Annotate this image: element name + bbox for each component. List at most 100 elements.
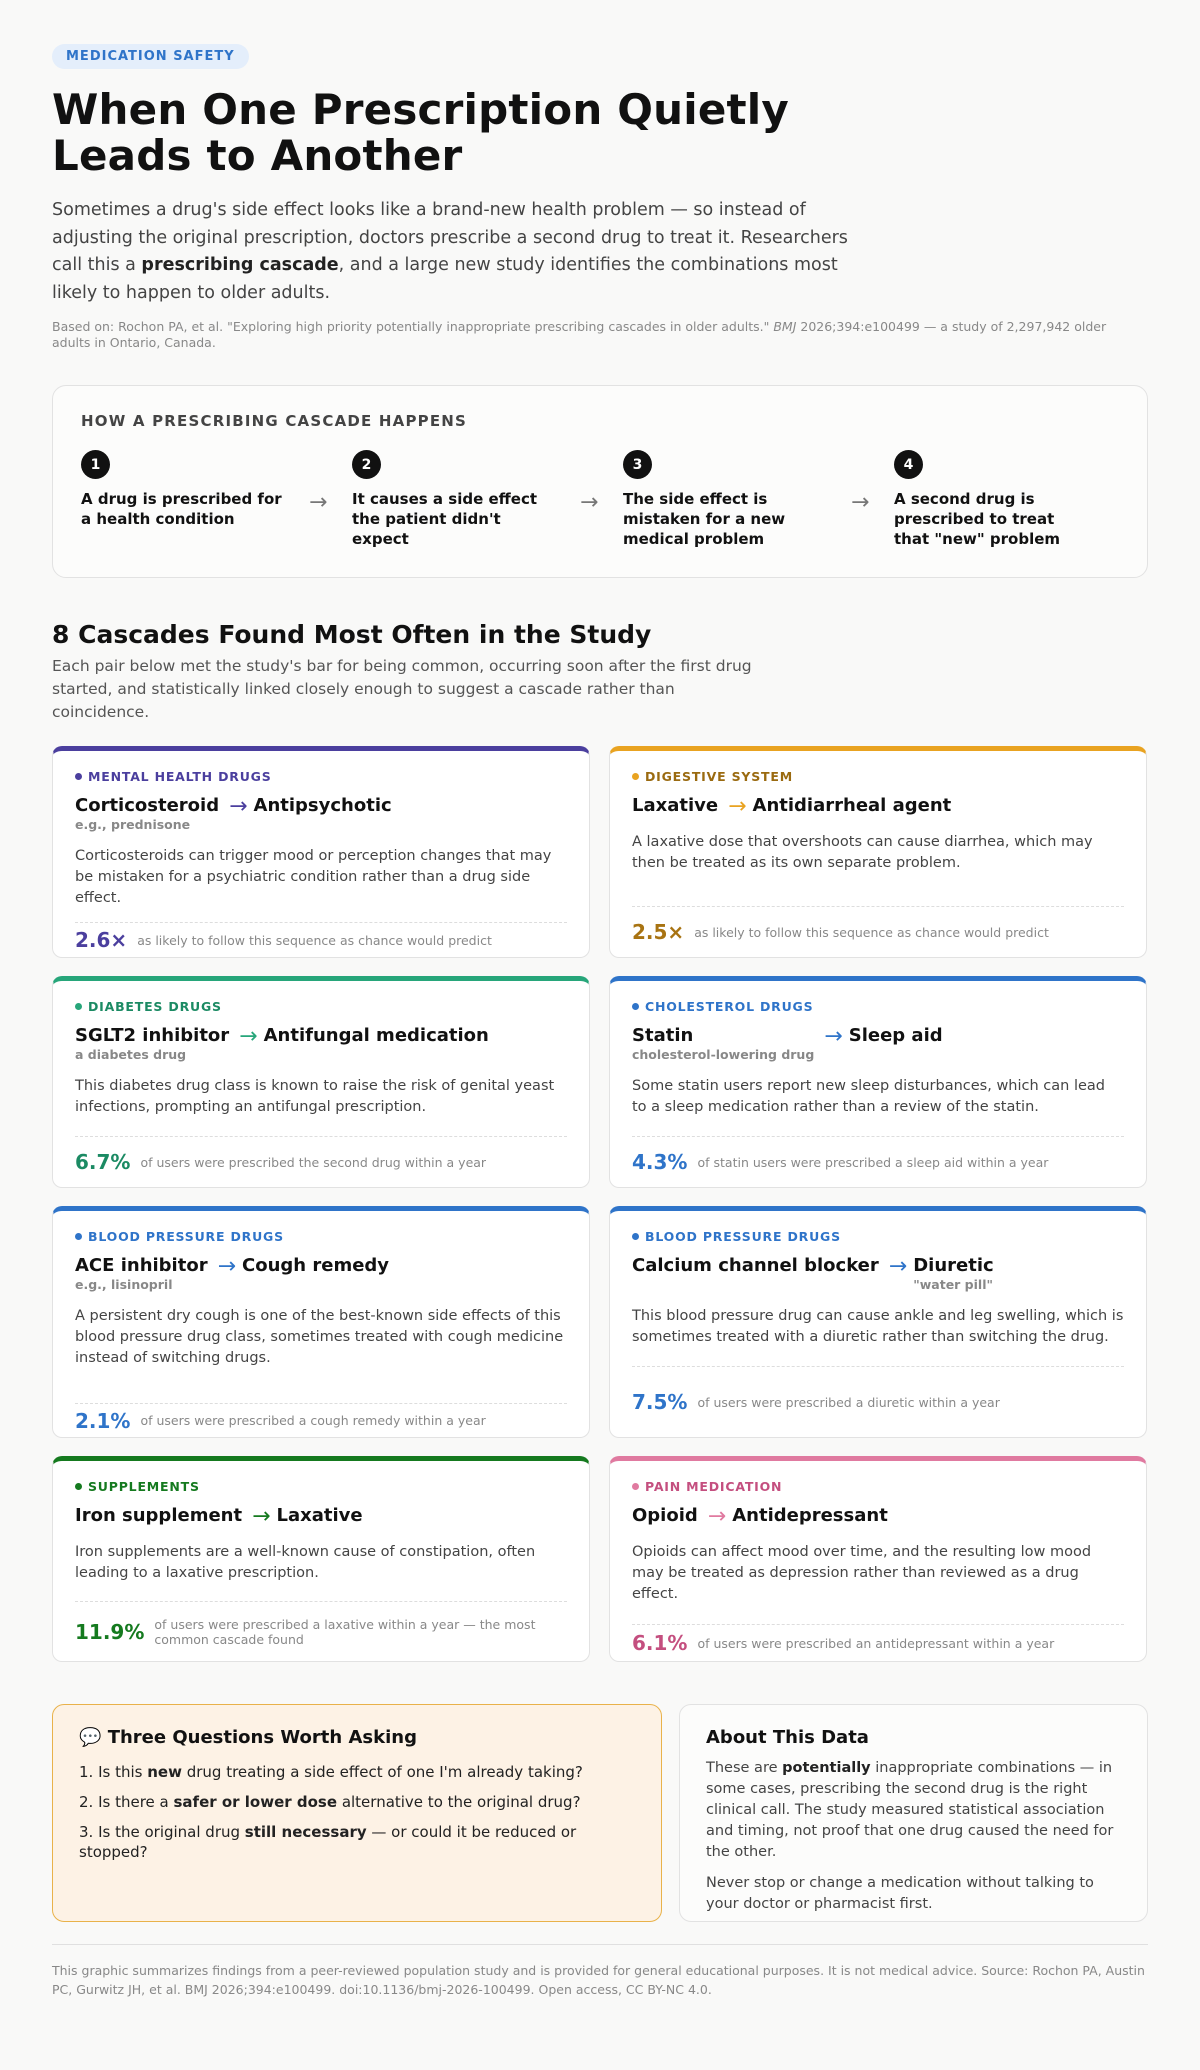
arrow-right-icon: → — [229, 794, 248, 819]
cascade-card: DIABETES DRUGS SGLT2 inhibitor a diabetes … — [52, 976, 590, 1188]
card-stat: 11.9% of users were prescribed a laxative… — [75, 1601, 567, 1661]
card-description: This diabetes drug class is known to rai… — [75, 1078, 555, 1115]
second-drug-name: Antidiarrheal agent — [752, 795, 952, 816]
first-drug: Laxative — [632, 796, 718, 816]
stat-value: 2.5× — [632, 920, 685, 944]
intro-paragraph: Sometimes a drug's side effect looks lik… — [52, 197, 852, 307]
first-drug: Statin cholesterol-lowering drug — [632, 1025, 815, 1063]
stat-description: of users were prescribed a laxative with… — [154, 1616, 536, 1647]
first-drug-name: Opioid — [632, 1505, 698, 1526]
category-dot-icon — [632, 1483, 639, 1490]
category-dot-icon — [75, 1483, 82, 1490]
first-drug: Iron supplement — [75, 1506, 242, 1526]
card-stat: 2.5× as likely to follow this sequence as… — [632, 906, 1124, 957]
question-emphasis: safer or lower dose — [173, 1793, 338, 1811]
stat-value: 2.6× — [75, 928, 128, 952]
first-drug-note: cholesterol-lowering drug — [632, 1047, 815, 1062]
page-title: When One Prescription Quietly Leads to A… — [52, 85, 789, 180]
step-text: It causes a side effect the patient didn… — [352, 490, 538, 548]
stat-value: 6.7% — [75, 1150, 131, 1174]
first-drug: Opioid — [632, 1506, 698, 1526]
category-dot-icon — [632, 1003, 639, 1010]
second-drug-name: Laxative — [276, 1505, 363, 1526]
drug-pair: Statin cholesterol-lowering drug → Sleep ai… — [632, 1025, 1124, 1063]
stat-description: of users were prescribed a diuretic with… — [697, 1394, 1000, 1410]
second-drug-name: Antifungal medication — [263, 1025, 489, 1046]
section-subtitle: Each pair below met the study's bar for … — [52, 657, 752, 721]
second-drug: Laxative — [277, 1506, 363, 1526]
step-text: A drug is prescribed for a health condit… — [81, 490, 282, 528]
card-description: A persistent dry cough is one of the bes… — [75, 1308, 564, 1366]
source-text-2: 2026;394:e100499 — a study of 2,297,942 … — [52, 319, 1107, 350]
card-stat: 6.1% of users were prescribed an antidepr… — [632, 1624, 1124, 1661]
cascade-card: SUPPLEMENTS Iron supplement → Laxative Iron … — [52, 1456, 590, 1662]
card-category: DIABETES DRUGS — [75, 999, 567, 1014]
stat-description: of users were prescribed the second drug… — [140, 1154, 487, 1170]
question-item: 3. Is the original drug still necessary … — [79, 1822, 635, 1862]
step-1: 1 A drug is prescribed for a health cond… — [81, 450, 291, 529]
card-category: CHOLESTEROL DRUGS — [632, 999, 1124, 1014]
drug-pair: Iron supplement → Laxative — [75, 1506, 567, 1528]
card-stat: 2.6× as likely to follow this sequence as… — [75, 922, 567, 957]
second-drug: Antipsychotic — [254, 796, 392, 816]
step-number: 2 — [352, 450, 381, 479]
stat-value: 2.1% — [75, 1408, 131, 1433]
cascade-card: BLOOD PRESSURE DRUGS ACE inhibitor e.g., l… — [52, 1206, 590, 1438]
drug-pair: Calcium channel blocker → Diuretic "water p… — [632, 1254, 1124, 1293]
category-dot-icon — [632, 773, 639, 780]
drug-pair: Laxative → Antidiarrheal agent — [632, 796, 1124, 818]
source-journal: BMJ — [773, 319, 797, 334]
category-dot-icon — [632, 1233, 639, 1240]
cascade-card: PAIN MEDICATION Opioid → Antidepressant Opio… — [609, 1456, 1147, 1662]
first-drug-name: Statin — [632, 1025, 694, 1046]
first-drug: Calcium channel blocker — [632, 1256, 879, 1276]
about-panel: About This Data These are potentially in… — [679, 1704, 1148, 1922]
first-drug-note: a diabetes drug — [75, 1047, 187, 1062]
arrow-right-icon: → — [217, 1254, 237, 1279]
second-drug: Antidepressant — [732, 1506, 888, 1526]
arrow-right-icon: → — [728, 794, 747, 819]
card-stat: 7.5% of users were prescribed a diuretic … — [632, 1366, 1124, 1437]
second-drug: Sleep aid — [849, 1026, 943, 1046]
step-text: A second drug is prescribed to treat tha… — [894, 490, 1061, 548]
second-drug-name: Antidepressant — [732, 1505, 888, 1526]
second-drug-note: "water pill" — [913, 1277, 993, 1292]
card-category: SUPPLEMENTS — [75, 1479, 567, 1494]
question-item: 2. Is there a safer or lower dose altern… — [79, 1792, 635, 1812]
category-tag: MEDICATION SAFETY — [52, 44, 249, 69]
category-dot-icon — [75, 1233, 82, 1240]
about-paragraph: These are potentially inappropriate comb… — [706, 1758, 1121, 1863]
first-drug-note: e.g., prednisone — [75, 817, 191, 832]
card-description: Opioids can affect mood over time, and t… — [632, 1544, 1092, 1602]
card-category-label: SUPPLEMENTS — [88, 1479, 200, 1494]
stat-value: 6.1% — [632, 1631, 688, 1655]
first-drug: SGLT2 inhibitor a diabetes drug — [75, 1026, 229, 1063]
questions-title-text: Three Questions Worth Asking — [107, 1727, 417, 1748]
second-drug-name: Cough remedy — [242, 1255, 390, 1276]
arrow-right-icon: → — [888, 1254, 908, 1279]
footer-disclaimer: This graphic summarizes findings from a … — [52, 1944, 1148, 1999]
cascade-card: BLOOD PRESSURE DRUGS Calcium channel bloc… — [609, 1206, 1147, 1438]
about-text: inappropriate combinations — in some cas… — [706, 1760, 1114, 1860]
first-drug-name: Iron supplement — [75, 1505, 243, 1526]
intro-bold-term: prescribing cascade — [141, 255, 339, 275]
card-category-label: PAIN MEDICATION — [645, 1479, 783, 1494]
card-category: MENTAL HEALTH DRUGS — [75, 769, 567, 784]
card-category-label: BLOOD PRESSURE DRUGS — [645, 1229, 841, 1244]
first-drug-name: Laxative — [632, 795, 719, 816]
card-category: PAIN MEDICATION — [632, 1479, 1124, 1494]
question-text: 2. Is there a — [79, 1793, 174, 1811]
stat-description: of statin users were prescribed a sleep … — [697, 1154, 1049, 1170]
questions-panel: 💬 Three Questions Worth Asking 1. Is thi… — [52, 1704, 662, 1922]
question-emphasis: new — [147, 1763, 182, 1781]
drug-pair: ACE inhibitor e.g., lisinopril → Cough reme… — [75, 1254, 567, 1293]
first-drug-name: ACE inhibitor — [75, 1255, 208, 1276]
step-3: 3 The side effect is mistaken for a new … — [623, 450, 803, 549]
stat-value: 11.9% — [75, 1619, 145, 1644]
cascade-grid: MENTAL HEALTH DRUGS Corticosteroid e.g., p… — [52, 746, 1148, 1662]
question-text: 3. Is the original drug — [79, 1823, 245, 1841]
card-category: BLOOD PRESSURE DRUGS — [75, 1229, 567, 1244]
cascade-card: DIGESTIVE SYSTEM Laxative → Antidiarrheal a… — [609, 746, 1147, 958]
card-category: DIGESTIVE SYSTEM — [632, 769, 1124, 784]
card-category-label: MENTAL HEALTH DRUGS — [88, 769, 272, 784]
